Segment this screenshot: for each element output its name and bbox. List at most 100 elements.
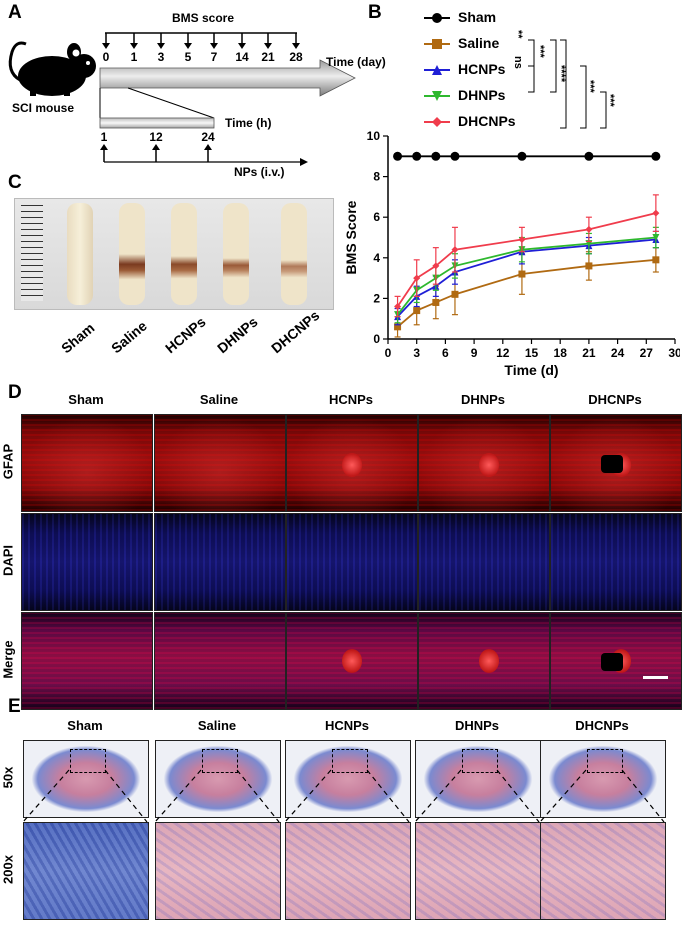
legend-marker [424,39,450,49]
scale-bar [643,676,668,679]
e-col-label: Saline [197,718,237,733]
spinal-cord-photo [14,198,334,310]
significance-brackets [528,39,607,129]
zoom-box [587,749,623,773]
day-tick-label: 28 [289,50,303,64]
day-tick-arrow [184,33,192,49]
x-tick-label: 15 [525,346,539,360]
day-tick-label: 7 [210,50,218,64]
data-point [517,151,527,161]
sig-hcnps-dhnps: ns [512,56,524,69]
fluorescence-image [154,612,286,710]
panel-a-timeline [8,32,356,166]
y-tick-label: 2 [373,291,380,305]
sample-label-saline: Saline [108,317,150,357]
legend-label: DHNPs [458,87,506,103]
legend-label: HCNPs [458,61,506,77]
fluorescence-image [418,414,550,512]
day-tick-arrow [210,33,218,49]
x-tick-label: 6 [442,346,449,360]
x-tick-label: 30 [668,346,680,360]
x-tick-label: 27 [640,346,654,360]
data-point [451,290,459,298]
d-col-label: Sham [68,392,104,407]
e-row-label: 50x [0,766,16,789]
cord-sham [67,203,93,305]
day-tick-arrow [102,33,110,49]
lesion-spot [479,649,499,673]
day-tick-arrow [130,33,138,49]
fluorescence-image [21,414,153,512]
data-point [652,209,660,217]
y-tick-label: 8 [373,170,380,184]
x-tick-label: 3 [413,346,420,360]
data-point [518,270,526,278]
histology-image [415,822,541,920]
data-point [412,151,422,161]
e-row-label: 200x [0,855,16,884]
data-point [652,234,660,241]
day-tick-arrow [238,33,246,49]
data-point [451,246,459,254]
lesion-spot [342,649,362,673]
y-tick-label: 4 [373,251,380,265]
nps-label: NPs (i.v.) [234,165,285,179]
histology-image [155,740,281,818]
data-point [393,151,403,161]
fluorescence-image [21,513,153,611]
hour-tick-label: 12 [149,130,163,144]
fluorescence-image [154,414,286,512]
data-point [585,225,593,233]
data-point [394,323,402,331]
d-row-label: DAPI [0,544,16,577]
fluorescence-image [418,513,550,611]
day-tick-label: 5 [184,50,192,64]
data-point [413,274,421,282]
x-tick-label: 18 [554,346,568,360]
histology-image [285,822,411,920]
data-point [584,151,594,161]
panel-a-letter: A [8,2,22,23]
x-tick-label: 12 [496,346,510,360]
data-point [413,307,421,315]
sig-saline-dhnps: *** [534,45,546,58]
bms-score-label: BMS score [172,11,235,25]
lesion-spot [479,453,499,477]
legend-label: Saline [458,35,500,51]
cavity [601,653,623,671]
fluorescence-image [21,612,153,710]
data-point [432,298,440,306]
sample-label-sham: Sham [58,319,98,357]
legend-marker [424,13,450,23]
sci-mouse-label: SCI mouse [12,101,75,115]
y-tick-label: 10 [367,130,381,143]
zoom-box [462,749,498,773]
day-tick-label: 14 [235,50,249,64]
zoom-box [202,749,238,773]
series-dhnps [394,226,660,324]
histology-image [415,740,541,818]
e-col-label: HCNPs [324,718,370,733]
d-col-label: DHNPs [460,392,506,407]
fluorescence-image [550,513,682,611]
data-point [651,151,661,161]
day-tick-label: 1 [130,50,138,64]
data-point [450,151,460,161]
x-tick-label: 9 [471,346,478,360]
legend-label: Sham [458,9,497,25]
y-tick-label: 6 [373,210,380,224]
d-col-label: Saline [199,392,239,407]
hour-tick-arrow [204,144,212,162]
e-col-label: DHCNPs [575,718,629,733]
histology-image [23,740,149,818]
legend-marker [424,65,450,75]
hour-tick-label: 24 [201,130,215,144]
data-point [585,262,593,270]
series-sham [393,151,661,161]
panel-d-letter: D [8,382,22,403]
histology-image [540,822,666,920]
day-tick-label: 0 [102,50,110,64]
e-col-label: Sham [67,718,103,733]
fluorescence-image [550,414,682,512]
fluorescence-image [286,513,418,611]
